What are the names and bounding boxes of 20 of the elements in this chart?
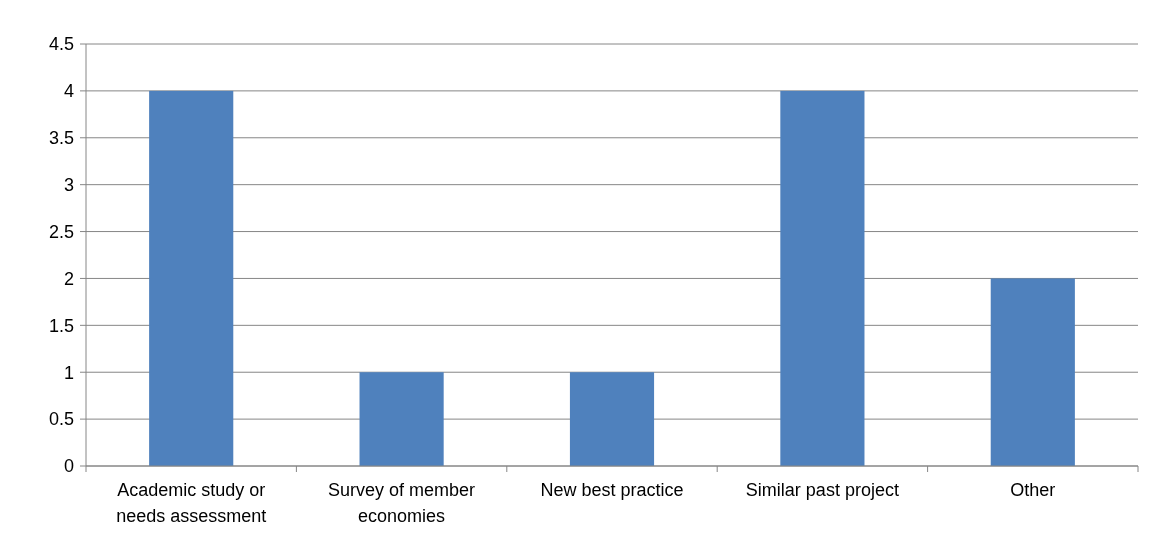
- y-tick-label: 4: [63, 81, 74, 102]
- x-tick-label: Other: [1010, 480, 1056, 500]
- x-tick-label: Similar past project: [745, 480, 899, 500]
- bar: [990, 278, 1075, 466]
- x-tick-label: New best practice: [540, 480, 684, 500]
- y-tick-label: 1.5: [48, 315, 74, 336]
- bar: [569, 372, 655, 466]
- y-tick-label: 3: [63, 174, 74, 195]
- y-tick-label: 4.5: [48, 34, 74, 55]
- y-tick-label: 0.5: [48, 409, 74, 430]
- y-tick-label: 2: [63, 268, 74, 289]
- bar: [149, 90, 234, 466]
- y-tick-label: 0: [63, 456, 74, 477]
- bar: [359, 372, 444, 466]
- y-tick-label: 1: [63, 362, 74, 383]
- bar: [780, 90, 865, 466]
- y-tick-label: 3.5: [48, 128, 74, 149]
- x-tick-label: Survey of member economies: [328, 480, 476, 526]
- x-tick-label: Academic study or needs assessment: [116, 480, 267, 526]
- y-tick-label: 2.5: [48, 221, 74, 242]
